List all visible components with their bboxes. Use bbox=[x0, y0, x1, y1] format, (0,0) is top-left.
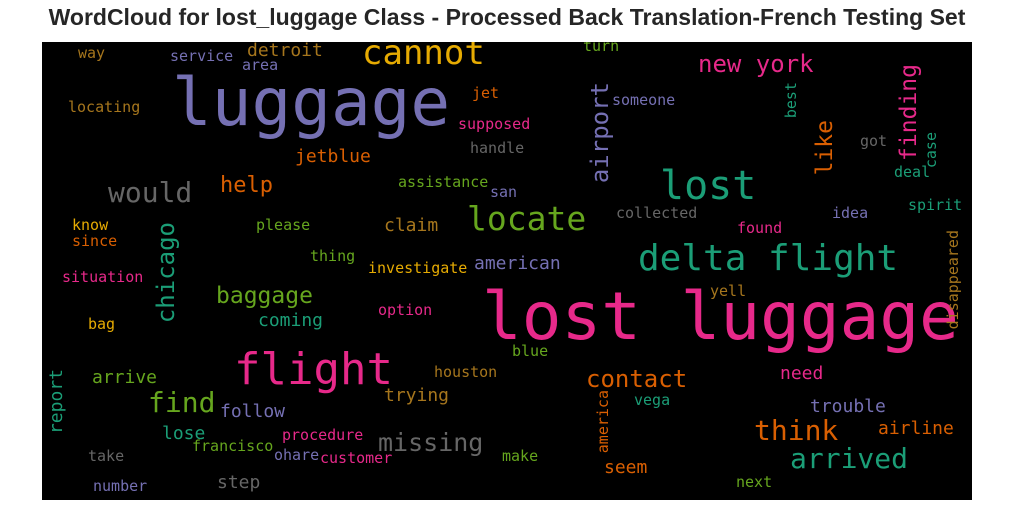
wordcloud-word: arrive bbox=[92, 367, 158, 388]
wordcloud-word: disappeared bbox=[944, 230, 962, 330]
wordcloud-word: lose bbox=[162, 423, 206, 444]
wordcloud-word: think bbox=[754, 414, 839, 447]
wordcloud-word: follow bbox=[220, 401, 286, 422]
wordcloud-word: american bbox=[474, 253, 561, 274]
wordcloud-word: contact bbox=[586, 365, 688, 393]
wordcloud-word: spirit bbox=[908, 196, 963, 214]
wordcloud-word: trying bbox=[384, 385, 450, 406]
wordcloud-word: number bbox=[93, 477, 148, 495]
wordcloud-word: detroit bbox=[247, 42, 323, 61]
wordcloud-word: know bbox=[72, 216, 109, 234]
wordcloud-word: option bbox=[378, 301, 433, 319]
chart-title: WordCloud for lost_luggage Class - Proce… bbox=[48, 4, 966, 30]
wordcloud-word: assistance bbox=[398, 173, 489, 191]
wordcloud-word: find bbox=[148, 386, 216, 419]
wordcloud-word: investigate bbox=[368, 259, 468, 277]
wordcloud-word: report bbox=[46, 369, 67, 435]
wordcloud-word: need bbox=[780, 363, 824, 384]
wordcloud-word: help bbox=[220, 173, 273, 198]
wordcloud-word: ohare bbox=[274, 446, 320, 464]
wordcloud-word: thing bbox=[310, 247, 356, 265]
wordcloud-word: way bbox=[78, 44, 106, 62]
wordcloud-word: seem bbox=[604, 457, 648, 478]
wordcloud-word: san bbox=[490, 183, 518, 201]
wordcloud-word: coming bbox=[258, 310, 324, 331]
wordcloud-word: finding bbox=[896, 64, 922, 161]
wordcloud-word: arrived bbox=[790, 442, 909, 475]
wordcloud-word: yell bbox=[710, 282, 747, 300]
wordcloud-word: like bbox=[812, 120, 838, 176]
wordcloud-word: trouble bbox=[810, 396, 886, 417]
wordcloud-word: new york bbox=[698, 50, 814, 78]
wordcloud-word: houston bbox=[434, 363, 498, 381]
wordcloud-word: airline bbox=[878, 418, 954, 439]
wordcloud-word: lost luggage bbox=[482, 278, 959, 355]
wordcloud-word: america bbox=[594, 390, 612, 454]
wordcloud-word: claim bbox=[384, 215, 439, 236]
wordcloud-word: lost bbox=[660, 163, 757, 209]
wordcloud-word: deal bbox=[894, 163, 931, 181]
wordcloud-word: since bbox=[72, 232, 118, 250]
wordcloud-word: next bbox=[736, 473, 773, 491]
wordcloud-word: someone bbox=[612, 91, 676, 109]
wordcloud-word: area bbox=[242, 56, 279, 74]
wordcloud-word: service bbox=[170, 47, 234, 65]
wordcloud-word: blue bbox=[512, 342, 549, 360]
wordcloud-word: customer bbox=[320, 449, 393, 467]
wordcloud-word: cannot bbox=[362, 42, 485, 73]
wordcloud-word: flight bbox=[234, 344, 393, 395]
wordcloud-word: chicago bbox=[152, 222, 180, 324]
wordcloud-word: vega bbox=[634, 391, 671, 409]
wordcloud-word: luggage bbox=[172, 64, 451, 141]
wordcloud-word: procedure bbox=[282, 426, 364, 444]
wordcloud-word: airport bbox=[586, 82, 614, 184]
wordcloud-canvas: lost luggage luggage flight lost delta fligh… bbox=[42, 42, 972, 500]
wordcloud-word: francisco bbox=[192, 437, 274, 455]
wordcloud-word: found bbox=[737, 219, 783, 237]
wordcloud-word: collected bbox=[616, 204, 698, 222]
wordcloud-word: bag bbox=[88, 315, 116, 333]
wordcloud-word: would bbox=[108, 176, 193, 209]
wordcloud-word: take bbox=[88, 447, 125, 465]
wordcloud-word: make bbox=[502, 447, 539, 465]
wordcloud-word: please bbox=[256, 216, 311, 234]
wordcloud-word: turn bbox=[583, 42, 620, 55]
wordcloud-word: locating bbox=[68, 98, 141, 116]
wordcloud-word: best bbox=[782, 82, 800, 119]
wordcloud-word: baggage bbox=[216, 283, 313, 309]
wordcloud-word: delta flight bbox=[638, 238, 899, 279]
wordcloud-word: locate bbox=[467, 199, 587, 238]
wordcloud-word: situation bbox=[62, 268, 144, 286]
wordcloud-word: idea bbox=[832, 204, 869, 222]
wordcloud-word: jet bbox=[472, 84, 500, 102]
wordcloud-word: step bbox=[217, 472, 261, 493]
wordcloud-word: handle bbox=[470, 139, 525, 157]
wordcloud-word: supposed bbox=[458, 115, 531, 133]
wordcloud-word: jetblue bbox=[295, 146, 371, 167]
wordcloud-word: missing bbox=[378, 428, 484, 457]
wordcloud-word: got bbox=[860, 132, 888, 150]
